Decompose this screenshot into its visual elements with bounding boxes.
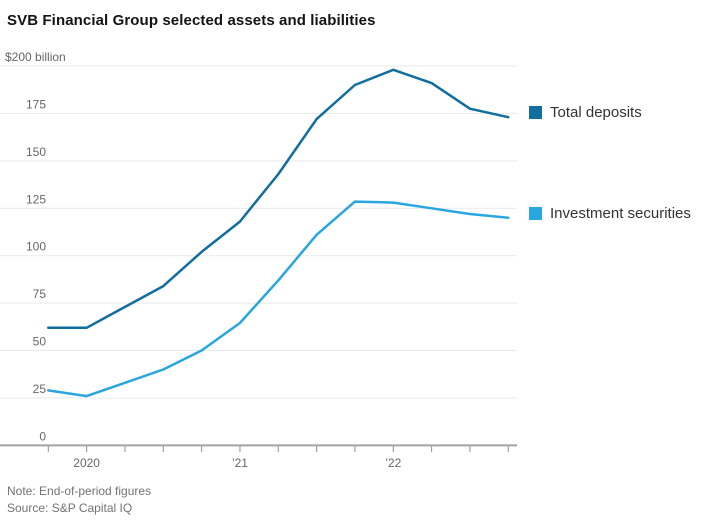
legend-label-total-deposits: Total deposits bbox=[550, 103, 642, 121]
series-line-total-deposits bbox=[47, 68, 510, 330]
y-tick-label: 0 bbox=[39, 429, 46, 443]
y-tick-label: 100 bbox=[26, 240, 46, 254]
footer-source: Source: S&P Capital IQ bbox=[7, 501, 133, 515]
y-tick-label: 175 bbox=[26, 97, 46, 111]
y-tick-label: 50 bbox=[33, 335, 47, 349]
y-tick-label: 25 bbox=[33, 382, 47, 396]
x-tick-label: ’21 bbox=[232, 456, 248, 470]
chart-title: SVB Financial Group selected assets and … bbox=[7, 12, 376, 29]
x-tick-label: 2020 bbox=[73, 456, 100, 470]
legend-item-investment-securities: Investment securities bbox=[529, 204, 691, 222]
y-tick-label: 150 bbox=[26, 145, 46, 159]
chart-canvas: 0 25 50 75 100 125 150 175 $200 billion 2020 ’21 ’2… bbox=[0, 50, 517, 470]
legend-swatch-investment-securities bbox=[529, 206, 542, 220]
x-tick-label: ’22 bbox=[385, 456, 401, 470]
y-tick-label: $200 billion bbox=[5, 50, 66, 64]
legend-label-investment-securities: Investment securities bbox=[550, 204, 691, 222]
y-tick-label: 125 bbox=[26, 192, 46, 206]
series-line-investment-securities bbox=[47, 200, 510, 398]
footer-note: Note: End-of-period figures bbox=[7, 484, 152, 498]
legend-item-total-deposits: Total deposits bbox=[529, 103, 642, 121]
legend-swatch-total-deposits bbox=[529, 105, 542, 119]
y-tick-label: 75 bbox=[33, 287, 47, 301]
